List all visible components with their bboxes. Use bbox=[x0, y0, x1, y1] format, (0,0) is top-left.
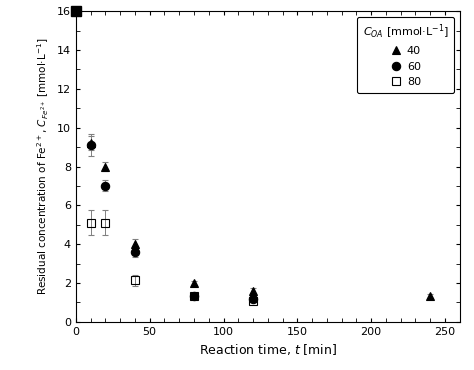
Y-axis label: Residual concentration of Fe$^{2+}$, $C_{Fe^{2+}}$ [mmol·L$^{-1}$]: Residual concentration of Fe$^{2+}$, $C_… bbox=[36, 38, 51, 295]
X-axis label: Reaction time, $t$ [min]: Reaction time, $t$ [min] bbox=[199, 342, 337, 357]
Legend: 40, 60, 80: 40, 60, 80 bbox=[357, 17, 454, 93]
